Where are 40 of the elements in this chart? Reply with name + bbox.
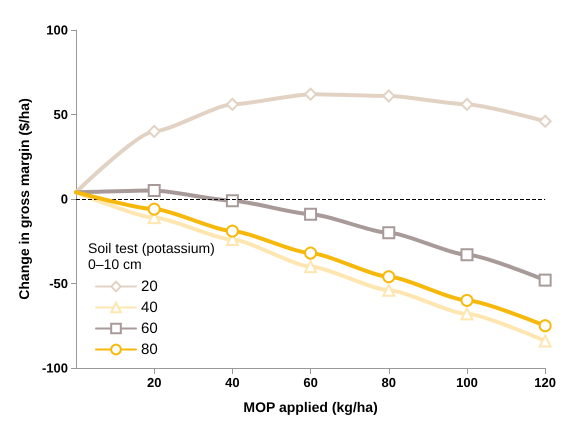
point — [460, 98, 474, 111]
x-tick-label: 40 — [225, 375, 240, 390]
point — [148, 202, 161, 216]
point — [538, 319, 552, 332]
point — [382, 226, 396, 240]
legend-label: 40 — [141, 299, 158, 316]
point — [226, 194, 239, 208]
point — [148, 184, 161, 198]
point — [460, 307, 474, 320]
point — [460, 294, 474, 307]
legend-label: 80 — [141, 341, 158, 358]
x-tick-label: 60 — [303, 375, 318, 390]
legend-title: Soil test (potassium) 0–10 cm — [88, 240, 215, 272]
y-tick-label: -50 — [49, 276, 68, 291]
point — [538, 334, 552, 348]
x-tick-label: 20 — [146, 375, 162, 390]
point — [382, 284, 396, 297]
y-tick-label: -100 — [42, 360, 68, 376]
y-axis-title: Change in gross margin ($/ha) — [16, 98, 32, 300]
point — [226, 224, 239, 238]
point — [304, 260, 318, 274]
point — [304, 208, 318, 221]
y-tick-label: 0 — [60, 192, 68, 206]
legend-label: 20 — [141, 278, 158, 295]
point — [304, 246, 318, 260]
y-tick-label: 50 — [54, 107, 68, 122]
point — [538, 114, 552, 128]
x-tick-label: 80 — [382, 375, 396, 390]
point — [460, 248, 474, 262]
y-tick-label: 100 — [46, 22, 68, 38]
point — [382, 89, 396, 102]
x-tick-label: 120 — [534, 375, 556, 390]
point — [382, 270, 396, 284]
x-axis-title: MOP applied (kg/ha) — [243, 399, 378, 415]
legend-label: 60 — [141, 320, 158, 337]
x-tick-label: 100 — [456, 375, 478, 390]
point — [538, 274, 552, 287]
point — [148, 124, 161, 138]
point — [226, 98, 239, 111]
point — [304, 88, 318, 101]
